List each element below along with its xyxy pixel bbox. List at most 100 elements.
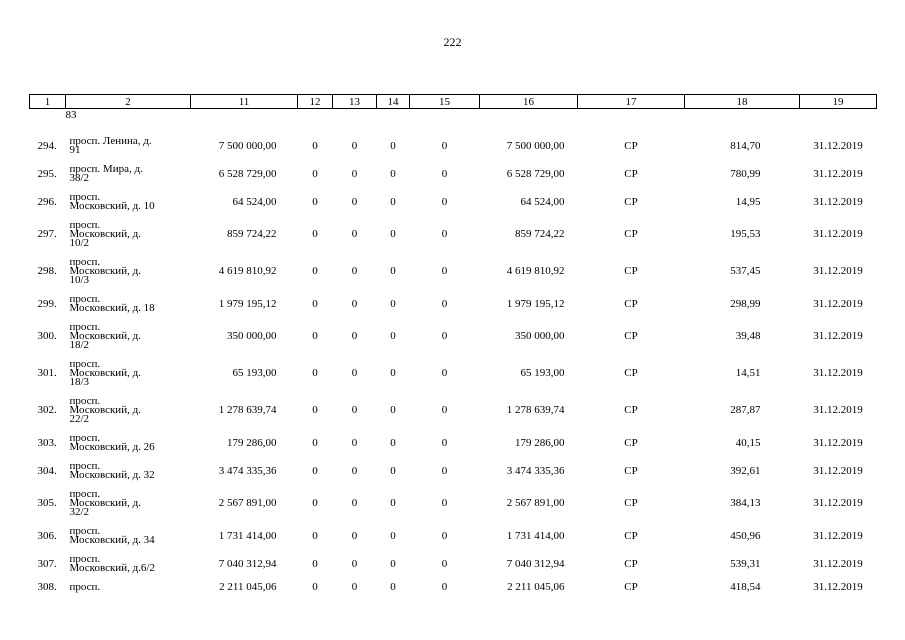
zero-col12-cell: 0 — [312, 464, 318, 477]
code-cell: СР — [624, 557, 638, 570]
zero-col15-cell: 0 — [441, 228, 448, 240]
empty-cell — [685, 109, 800, 133]
amount-col11-cell: 65 193,00 — [232, 367, 277, 379]
zero-col13-cell: 0 — [351, 195, 358, 208]
zero-col15-cell: 0 — [441, 167, 448, 180]
zero-col13-cell: 0 — [351, 367, 358, 379]
date-cell: 31.12.2019 — [813, 167, 863, 180]
amount-col11-cell: 2 567 891,00 — [218, 497, 277, 509]
amount-col16-cell: 4 619 810,92 — [506, 265, 565, 277]
zero-col15-cell: 0 — [441, 529, 448, 542]
area-cell: 298,99 — [730, 297, 761, 310]
zero-col12-cell: 0 — [312, 529, 318, 542]
zero-col15-cell: 0 — [441, 367, 448, 379]
data-table: 1 2 11 12 13 14 15 16 17 18 19 83 294. просп. Ленина… — [29, 94, 877, 597]
header-cell-1: 1 — [29, 94, 66, 109]
zero-col14-cell: 0 — [390, 228, 396, 240]
code-cell: СР — [624, 228, 638, 240]
amount-col11-cell: 179 286,00 — [227, 436, 277, 449]
area-cell: 14,95 — [735, 195, 761, 208]
address-cell: просп. Московский, д.6/2 — [69, 553, 155, 574]
zero-col13-cell: 0 — [351, 529, 358, 542]
zero-col14-cell: 0 — [390, 497, 396, 509]
zero-col12-cell: 0 — [312, 297, 318, 310]
address-cell: просп. Московский, д. 18/3 — [69, 358, 141, 388]
row-number-cell: 306. — [37, 529, 57, 542]
address-cell: просп. Ленина, д. 91 — [69, 135, 152, 156]
zero-col13-cell: 0 — [351, 497, 358, 509]
area-cell: 195,53 — [730, 228, 761, 240]
address-cell: просп. Московский, д. 34 — [69, 525, 155, 546]
address-cell: просп. Московский, д. 32 — [69, 460, 155, 481]
amount-col16-cell: 2 567 891,00 — [506, 497, 565, 509]
zero-col14-cell: 0 — [390, 404, 396, 416]
amount-col11-cell: 1 979 195,12 — [218, 297, 277, 310]
zero-col15-cell: 0 — [441, 139, 448, 152]
empty-cell — [377, 109, 410, 133]
amount-col16-cell: 65 193,00 — [520, 367, 565, 379]
zero-col15-cell: 0 — [441, 581, 448, 593]
row-number-cell: 307. — [37, 557, 57, 570]
area-cell: 384,13 — [730, 497, 761, 509]
amount-col16-cell: 7 500 000,00 — [506, 139, 565, 152]
table-row: 299. просп. Московский, д. 18 1 979 195,12 0… — [30, 290, 877, 318]
area-cell: 537,45 — [730, 265, 761, 277]
zero-col13-cell: 0 — [351, 228, 358, 240]
zero-col15-cell: 0 — [441, 464, 448, 477]
amount-col11-cell: 3 474 335,36 — [218, 464, 277, 477]
row-number-cell: 298. — [37, 265, 57, 277]
date-cell: 31.12.2019 — [813, 529, 863, 542]
empty-cell — [298, 109, 333, 133]
row-number-cell: 301. — [37, 367, 57, 379]
amount-col11-cell: 1 278 639,74 — [218, 404, 277, 416]
zero-col12-cell: 0 — [312, 367, 318, 379]
address-cell: просп. Мира, д. 38/2 — [69, 163, 143, 184]
table-row: 301. просп. Московский, д. 18/3 65 193,00 0 0 0… — [30, 355, 877, 392]
zero-col13-cell: 0 — [351, 436, 358, 449]
carryover-row: 83 — [30, 109, 877, 133]
code-cell: СР — [624, 581, 638, 593]
zero-col14-cell: 0 — [390, 581, 396, 593]
zero-col13-cell: 0 — [351, 297, 358, 310]
row-number-cell: 302. — [37, 404, 57, 416]
header-cell-2: 2 — [65, 94, 191, 109]
date-cell: 31.12.2019 — [813, 265, 863, 277]
table-row: 304. просп. Московский, д. 32 3 474 335,36 0… — [30, 457, 877, 485]
amount-col11-cell: 7 040 312,94 — [218, 557, 277, 570]
zero-col15-cell: 0 — [441, 330, 448, 342]
zero-col12-cell: 0 — [312, 404, 318, 416]
zero-col14-cell: 0 — [390, 195, 396, 208]
table-row: 308. просп. 2 211 045,06 0 0 0 0 2 211 045,06 СР… — [30, 578, 877, 597]
table-row: 300. просп. Московский, д. 18/2 350 000,00 0 0… — [30, 318, 877, 355]
empty-cell — [191, 109, 298, 133]
zero-col13-cell: 0 — [351, 265, 358, 277]
row-number-cell: 304. — [37, 464, 57, 477]
date-cell: 31.12.2019 — [813, 557, 863, 570]
zero-col14-cell: 0 — [390, 167, 396, 180]
address-cell: просп. Московский, д. 10 — [69, 191, 155, 212]
amount-col11-cell: 2 211 045,06 — [219, 581, 277, 593]
amount-col11-cell: 6 528 729,00 — [218, 167, 277, 180]
address-cell: просп. Московский, д. 18 — [69, 293, 155, 314]
zero-col12-cell: 0 — [312, 436, 318, 449]
code-cell: СР — [624, 195, 638, 208]
zero-col14-cell: 0 — [390, 367, 396, 379]
zero-col14-cell: 0 — [390, 297, 396, 310]
amount-col16-cell: 1 278 639,74 — [506, 404, 565, 416]
empty-cell — [800, 109, 877, 133]
zero-col12-cell: 0 — [312, 330, 318, 342]
amount-col11-cell: 7 500 000,00 — [218, 139, 277, 152]
area-cell: 450,96 — [730, 529, 761, 542]
amount-col16-cell: 2 211 045,06 — [507, 581, 565, 593]
header-cell-16: 16 — [479, 94, 578, 109]
zero-col15-cell: 0 — [441, 297, 448, 310]
empty-cell — [578, 109, 685, 133]
date-cell: 31.12.2019 — [813, 436, 863, 449]
zero-col12-cell: 0 — [312, 581, 318, 593]
zero-col15-cell: 0 — [441, 436, 448, 449]
address-cell: просп. Московский, д. 32/2 — [69, 488, 141, 518]
area-cell: 418,54 — [730, 581, 761, 593]
code-cell: СР — [624, 529, 638, 542]
table-row: 294. просп. Ленина, д. 91 7 500 000,00 0 0 0 0 7… — [30, 132, 877, 160]
